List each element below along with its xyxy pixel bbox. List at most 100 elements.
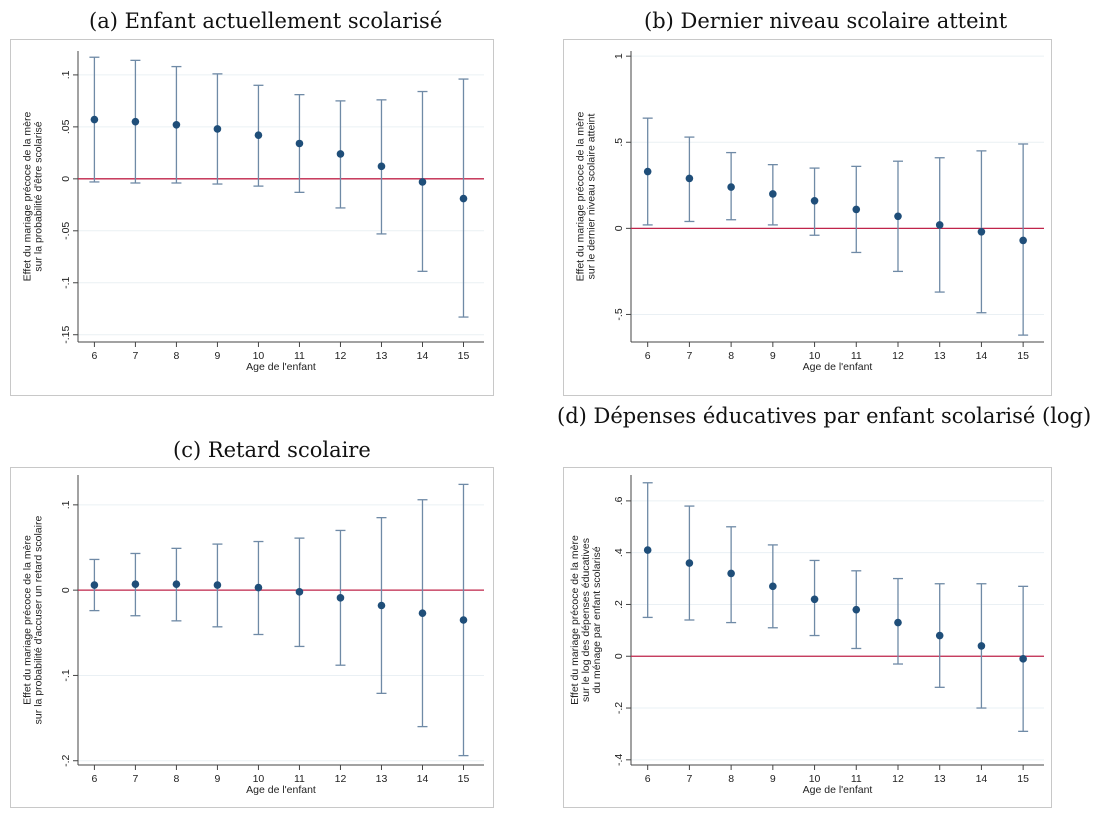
plot-area [78, 51, 484, 342]
y-axis-label: du ménage par enfant scolarisé [591, 546, 603, 693]
x-tick-label: 14 [417, 350, 429, 362]
x-axis-label: Age de l'enfant [246, 361, 316, 373]
y-tick-label: -.15 [60, 326, 72, 344]
y-tick-label: .4 [613, 548, 625, 557]
data-point [643, 167, 652, 176]
x-tick-label: 14 [976, 773, 988, 785]
data-point [418, 609, 427, 617]
data-point [377, 601, 386, 610]
panel-c-title: (c) Retard scolaire [173, 438, 371, 462]
x-tick-label: 15 [1017, 350, 1029, 362]
data-point [894, 212, 902, 221]
x-tick-label: 14 [417, 773, 429, 785]
y-tick-label: -.4 [613, 754, 625, 766]
data-point [977, 227, 986, 236]
data-point [336, 594, 345, 602]
plot-area [78, 475, 484, 765]
data-point [769, 582, 777, 591]
x-tick-label: 8 [728, 350, 734, 362]
data-point [1019, 236, 1027, 245]
data-point [131, 580, 140, 588]
y-axis-label: sur la probabilité d'être scolarisé [33, 121, 45, 271]
x-tick-label: 10 [809, 773, 821, 785]
x-tick-label: 12 [335, 350, 347, 362]
y-axis-label: sur le log des dépenses éducatives [580, 538, 592, 702]
plot-area [631, 475, 1044, 765]
data-point [852, 605, 861, 614]
y-tick-label: -.1 [60, 276, 72, 288]
y-tick-label: -.1 [60, 669, 72, 681]
x-tick-label: 9 [770, 350, 776, 362]
data-point [935, 631, 944, 640]
y-axis-label: Effet du mariage précoce de la mère [569, 535, 581, 705]
x-tick-label: 7 [686, 773, 692, 785]
y-tick-label: -.5 [613, 308, 625, 320]
y-tick-label: 0 [613, 225, 625, 231]
y-tick-label: 0 [60, 176, 72, 182]
chart-a: .1 .05 0 -.05 -.1 -.15 6 7 8 9 10 11 12 13 14 15 Age de … [10, 39, 494, 396]
x-tick-label: 15 [1017, 773, 1029, 785]
panel-a-title: (a) Enfant actuellement scolarisé [89, 9, 443, 33]
x-tick-label: 12 [335, 773, 347, 785]
x-tick-label: 6 [645, 350, 651, 362]
x-tick-label: 10 [253, 350, 265, 362]
y-tick-label: 0 [613, 653, 625, 659]
data-point [727, 183, 735, 191]
y-tick-label: .1 [60, 70, 72, 79]
x-tick-label: 13 [376, 773, 388, 785]
chart-c: .1 0 -.1 -.2 6 7 8 9 10 11 12 13 14 15 Age de l'enfant… [10, 467, 494, 808]
plot-area [631, 51, 1044, 342]
x-tick-label: 11 [851, 350, 862, 362]
data-point [336, 150, 345, 158]
x-tick-label: 7 [132, 773, 138, 785]
data-point [727, 569, 735, 578]
y-tick-label: .5 [613, 138, 625, 147]
x-tick-label: 9 [215, 350, 221, 362]
data-point [894, 618, 902, 627]
y-tick-label: .1 [60, 500, 72, 509]
x-tick-label: 6 [91, 350, 97, 362]
x-tick-label: 6 [645, 773, 651, 785]
panel-b-title: (b) Dernier niveau scolaire atteint [644, 9, 1008, 33]
y-axis-label: Effet du mariage précoce de la mère [22, 112, 34, 282]
data-point [769, 190, 777, 198]
data-point [213, 581, 222, 589]
data-point [90, 115, 99, 124]
x-tick-label: 8 [174, 350, 180, 362]
x-tick-label: 9 [215, 773, 221, 785]
y-tick-label: -.05 [60, 222, 72, 240]
data-point [172, 580, 181, 588]
data-point [254, 583, 263, 592]
y-axis-label: sur le dernier niveau scolaire atteint [586, 114, 598, 280]
data-point [377, 162, 386, 171]
x-tick-label: 13 [934, 350, 946, 362]
data-point [254, 131, 263, 139]
x-tick-label: 7 [686, 350, 692, 362]
x-tick-label: 14 [976, 350, 988, 362]
data-point [295, 588, 304, 596]
data-point [131, 117, 140, 126]
y-tick-label: .2 [613, 600, 625, 609]
data-point [935, 221, 944, 229]
x-tick-label: 10 [253, 773, 265, 785]
x-tick-label: 13 [376, 350, 388, 362]
x-axis-label: Age de l'enfant [803, 361, 873, 373]
data-point [685, 174, 694, 183]
x-tick-label: 10 [809, 350, 821, 362]
x-tick-label: 6 [91, 773, 97, 785]
y-axis-label: Effet du mariage précoce de la mère [575, 112, 587, 282]
y-tick-label: -.2 [613, 702, 625, 714]
y-axis-label: Effet du mariage précoce de la mère [22, 535, 34, 705]
x-tick-label: 11 [851, 773, 862, 785]
y-axis-label: sur la probabilité d'accuser un retard s… [33, 516, 45, 725]
chart-d: .6 .4 .2 0 -.2 -.4 6 7 8 9 10 11 12 13 14 15 Age de l'en… [563, 467, 1052, 808]
x-tick-label: 12 [892, 773, 904, 785]
x-tick-label: 15 [458, 773, 470, 785]
x-tick-label: 8 [728, 773, 734, 785]
data-point [643, 546, 652, 554]
y-tick-label: -.2 [60, 754, 72, 766]
data-point [295, 139, 304, 148]
x-tick-label: 15 [458, 350, 470, 362]
x-axis-label: Age de l'enfant [803, 784, 873, 796]
data-point [810, 197, 819, 205]
